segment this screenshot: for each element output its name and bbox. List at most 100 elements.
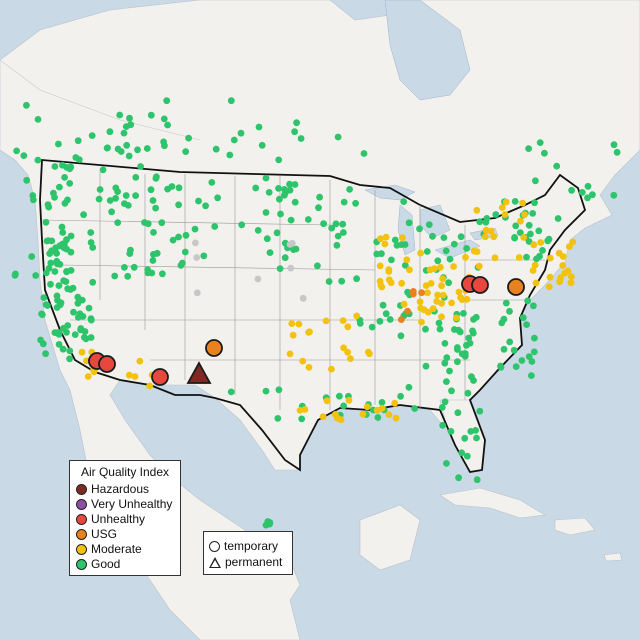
station-dot	[76, 310, 84, 318]
station-dot	[122, 192, 130, 199]
station-dot	[124, 202, 132, 209]
station-dot	[185, 134, 193, 142]
station-dot	[230, 136, 238, 144]
station-dot	[398, 279, 406, 287]
station-dot	[158, 219, 166, 227]
station-dot	[524, 297, 532, 305]
station-dot	[378, 250, 385, 258]
station-dot	[61, 174, 68, 181]
marker-hazardous[interactable]	[186, 361, 212, 384]
station-dot	[226, 151, 234, 159]
station-dot	[382, 310, 390, 318]
legend-item-usg: USG	[76, 527, 117, 541]
station-dot	[152, 204, 160, 212]
station-dot	[275, 156, 283, 164]
station-dot	[95, 195, 103, 203]
station-dot	[147, 186, 155, 194]
station-dot	[442, 247, 450, 255]
marker-unhealthy[interactable]	[151, 368, 169, 386]
station-dot	[191, 225, 199, 233]
station-dot	[435, 319, 443, 327]
marker-usg[interactable]	[507, 278, 525, 296]
station-dot	[124, 272, 132, 280]
station-dot	[132, 192, 140, 200]
station-dot	[126, 114, 133, 122]
station-dot	[67, 232, 75, 240]
station-dot	[557, 274, 565, 281]
station-dot	[66, 347, 74, 355]
station-dot	[377, 235, 384, 243]
station-dot	[111, 272, 119, 280]
station-dot	[418, 318, 425, 326]
legend-label: Moderate	[91, 542, 142, 556]
station-dot	[510, 346, 518, 354]
station-dot	[529, 210, 537, 217]
station-dot	[589, 191, 596, 199]
legend-label: temporary	[224, 539, 279, 553]
marker-unhealthy[interactable]	[471, 276, 489, 294]
station-dot	[63, 236, 70, 244]
station-dot	[541, 149, 548, 157]
station-dot	[463, 452, 471, 460]
station-dot	[20, 152, 28, 160]
legend-label: USG	[91, 527, 118, 541]
station-dot	[149, 197, 157, 204]
station-dot	[50, 189, 57, 197]
station-dot	[34, 156, 42, 164]
station-dot	[237, 129, 245, 137]
station-dot	[455, 288, 463, 296]
station-dot	[501, 211, 509, 218]
station-dot	[275, 185, 282, 192]
station-dot	[274, 415, 282, 422]
station-dot	[59, 229, 67, 236]
station-dot	[536, 139, 544, 147]
station-dot	[529, 267, 537, 274]
station-dot	[83, 357, 90, 365]
station-dot	[429, 232, 436, 240]
station-dot	[506, 307, 513, 315]
station-dot	[450, 263, 457, 270]
station-dot	[59, 161, 66, 169]
station-dot	[405, 383, 413, 391]
station-dot	[439, 291, 447, 299]
station-dot	[578, 189, 586, 196]
station-dot	[258, 141, 266, 149]
station-dot	[416, 225, 423, 233]
station-dot	[56, 183, 63, 191]
station-dot	[286, 350, 294, 358]
marker-usg[interactable]	[205, 339, 223, 357]
marker-unhealthy[interactable]	[98, 355, 116, 373]
station-dot	[333, 241, 341, 249]
station-dot	[53, 260, 61, 268]
station-dot	[434, 291, 441, 299]
station-dot	[531, 334, 538, 342]
station-dot	[525, 145, 532, 153]
station-dot	[125, 152, 133, 160]
station-dot	[74, 137, 82, 145]
station-dot	[517, 217, 524, 225]
station-dot	[332, 220, 340, 228]
station-dot	[214, 194, 222, 202]
station-dot	[439, 421, 447, 429]
station-dot	[441, 340, 449, 347]
station-dot	[288, 320, 296, 327]
station-dot	[455, 474, 462, 482]
station-dot	[39, 340, 47, 348]
circle-icon	[209, 540, 220, 552]
station-dot	[193, 254, 201, 261]
station-dot	[518, 357, 526, 364]
station-dot	[531, 199, 538, 207]
station-dot	[40, 294, 48, 301]
station-dot	[463, 341, 470, 349]
station-dot	[51, 268, 59, 275]
station-dot	[263, 235, 271, 243]
station-dot	[397, 392, 404, 400]
station-dot	[567, 279, 575, 287]
station-dot	[316, 193, 323, 201]
station-dot	[546, 273, 554, 281]
station-dot	[299, 294, 307, 302]
station-dot	[131, 373, 139, 380]
station-dot	[381, 240, 389, 248]
station-dot	[287, 264, 295, 272]
station-dot	[490, 233, 498, 241]
